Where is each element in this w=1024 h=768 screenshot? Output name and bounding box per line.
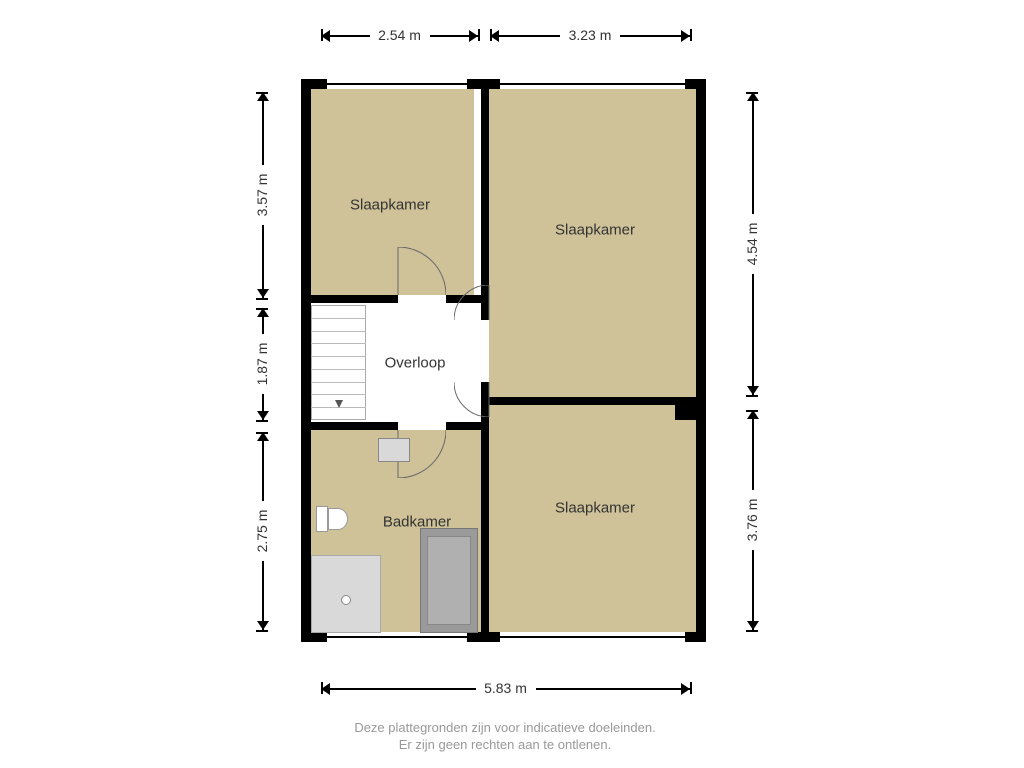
outer-wall	[301, 79, 311, 642]
dim-arrow-icon	[681, 683, 690, 695]
pillar_right	[675, 397, 698, 420]
fixture-bath-inner	[427, 536, 471, 625]
door-arc	[454, 285, 524, 355]
fixture-toilet-bowl	[328, 508, 348, 530]
fixture-toilet-tank	[316, 506, 328, 532]
room-label-overloop: Overloop	[385, 355, 446, 372]
dim-label-left2: 1.87 m	[254, 343, 270, 386]
dim-label-top1: 2.54 m	[378, 27, 421, 43]
dim-arrow-icon	[257, 621, 269, 630]
dim-label-left1: 3.57 m	[254, 174, 270, 217]
room-label-bedroom_tl: Slaapkamer	[350, 197, 430, 214]
dim-arrow-icon	[747, 386, 759, 395]
dim-arrow-icon	[747, 410, 759, 419]
room-label-badkamer: Badkamer	[383, 514, 451, 531]
dim-arrow-icon	[257, 432, 269, 441]
dim-arrow-icon	[257, 411, 269, 420]
dim-arrow-icon	[747, 92, 759, 101]
dim-arrow-icon	[747, 621, 759, 630]
dim-arrow-icon	[469, 30, 478, 42]
room-label-bedroom_tr: Slaapkamer	[555, 222, 635, 239]
dim-arrow-icon	[257, 92, 269, 101]
door-arc	[454, 347, 524, 417]
dim-arrow-icon	[257, 289, 269, 298]
fixture-shower-drain	[341, 595, 351, 605]
dim-arrow-icon	[681, 30, 690, 42]
room-bedroom_br	[489, 405, 698, 635]
dim-label-top2: 3.23 m	[569, 27, 612, 43]
room-label-bedroom_br: Slaapkamer	[555, 500, 635, 517]
fixture-shower	[311, 555, 381, 633]
dim-arrow-icon	[321, 30, 330, 42]
dim-arrow-icon	[321, 683, 330, 695]
stairs-arrow-icon	[335, 400, 343, 408]
dim-label-left3: 2.75 m	[254, 510, 270, 553]
dim-arrow-icon	[490, 30, 499, 42]
outer-wall	[696, 79, 706, 642]
dim-label-right2: 3.76 m	[744, 499, 760, 542]
disclaimer-line2: Er zijn geen rechten aan te ontlenen.	[399, 737, 611, 752]
disclaimer: Deze plattegronden zijn voor indicatieve…	[354, 720, 655, 754]
dim-label-bottom: 5.83 m	[484, 680, 527, 696]
disclaimer-line1: Deze plattegronden zijn voor indicatieve…	[354, 720, 655, 735]
dim-arrow-icon	[257, 308, 269, 317]
fixture-sink	[378, 438, 410, 462]
dim-label-right1: 4.54 m	[744, 222, 760, 265]
